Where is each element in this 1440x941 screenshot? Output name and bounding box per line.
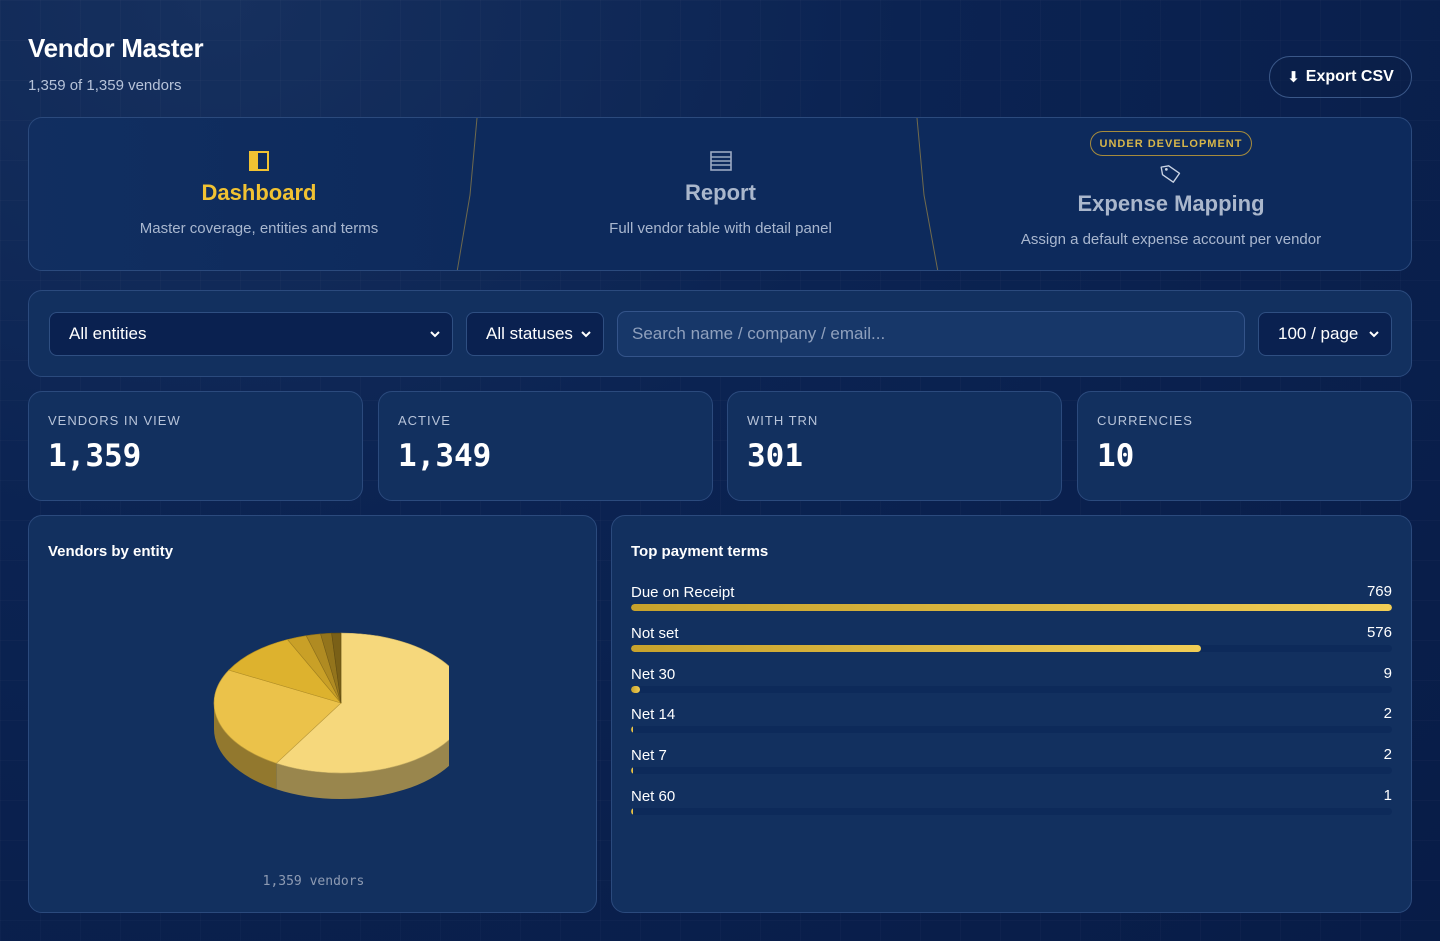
page-size-select[interactable]: 100 / page xyxy=(1258,312,1392,356)
entity-select[interactable]: All entities xyxy=(49,312,453,356)
entity-pie-chart xyxy=(213,632,449,799)
term-bar xyxy=(631,726,633,734)
term-count: 2 xyxy=(1383,705,1392,723)
term-bar-track xyxy=(631,644,1392,652)
stat-with-trn: WITH TRN 301 xyxy=(727,391,1062,501)
term-count: 1 xyxy=(1383,787,1392,804)
term-bar-track xyxy=(631,726,1392,734)
term-count: 9 xyxy=(1383,664,1392,682)
tab-expense-desc: Assign a default expense account per ven… xyxy=(1020,231,1322,248)
view-tabs: Dashboard Master coverage, entities and … xyxy=(28,117,1412,271)
status-select-value: All statuses xyxy=(486,324,573,343)
tab-expense-label: Expense Mapping xyxy=(1077,191,1265,216)
term-row: Net 60 1 xyxy=(631,784,1392,822)
stat-active: ACTIVE 1,349 xyxy=(378,391,713,501)
tab-dashboard-label: Dashboard xyxy=(201,180,317,205)
stat-label: CURRENCIES xyxy=(1097,413,1193,428)
stat-label: ACTIVE xyxy=(398,413,451,428)
under-development-badge: UNDER DEVELOPMENT xyxy=(1089,131,1253,156)
pie-total-caption: 1,359 vendors xyxy=(262,874,365,889)
pie-slice xyxy=(331,632,342,704)
vendor-count-subtitle: 1,359 of 1,359 vendors xyxy=(28,77,182,94)
term-label: Not set xyxy=(631,624,679,642)
pie-slice-side xyxy=(214,703,277,790)
term-bar xyxy=(631,767,633,775)
panel-title: Top payment terms xyxy=(631,543,769,560)
tab-report-desc: Full vendor table with detail panel xyxy=(609,220,832,237)
chevron-down-icon xyxy=(581,331,591,338)
entity-select-value: All entities xyxy=(69,324,147,343)
list-document-icon xyxy=(709,150,732,172)
filter-bar: All entities All statuses Search name / … xyxy=(28,290,1412,377)
vendors-by-entity-panel: Vendors by entity 1,359 vendors xyxy=(28,515,597,913)
term-count: 576 xyxy=(1366,623,1392,641)
term-row: Not set 576 xyxy=(631,621,1392,659)
tab-report-label: Report xyxy=(685,180,756,205)
term-bar-track xyxy=(631,604,1392,611)
term-bar xyxy=(631,644,1201,652)
term-bar xyxy=(631,604,1392,611)
term-label: Net 60 xyxy=(631,788,676,805)
status-select[interactable]: All statuses xyxy=(466,312,604,356)
stat-value: 1,359 xyxy=(48,438,142,474)
stat-vendors-in-view: VENDORS IN VIEW 1,359 xyxy=(28,391,363,501)
search-input[interactable]: Search name / company / email... xyxy=(617,311,1245,357)
page-size-value: 100 / page xyxy=(1278,324,1359,343)
panel-title: Vendors by entity xyxy=(48,543,174,560)
stat-value: 10 xyxy=(1097,438,1135,474)
payment-terms-panel: Top payment terms Due on Receipt 769 Not s… xyxy=(611,515,1412,913)
term-bar-track xyxy=(631,767,1392,775)
term-row: Due on Receipt 769 xyxy=(631,580,1392,618)
term-row: Net 30 9 xyxy=(631,662,1392,700)
pie-slice xyxy=(275,632,449,774)
stat-label: VENDORS IN VIEW xyxy=(48,413,181,428)
chevron-down-icon xyxy=(1369,331,1379,338)
term-row: Net 7 2 xyxy=(631,743,1392,781)
term-bar-track xyxy=(631,685,1392,693)
pie-slice xyxy=(213,669,342,764)
term-bar-track xyxy=(631,808,1392,815)
term-bar xyxy=(631,808,633,815)
stat-value: 1,349 xyxy=(398,438,492,474)
export-csv-button[interactable]: ⬇ Export CSV xyxy=(1269,56,1412,98)
term-label: Net 7 xyxy=(631,747,667,765)
term-bar xyxy=(631,685,640,693)
term-label: Due on Receipt xyxy=(631,584,735,601)
term-count: 2 xyxy=(1383,746,1392,764)
stat-label: WITH TRN xyxy=(747,413,819,428)
chevron-down-icon xyxy=(430,331,440,338)
term-label: Net 30 xyxy=(631,665,676,683)
layout-panel-icon xyxy=(248,150,270,172)
stat-currencies: CURRENCIES 10 xyxy=(1077,391,1412,501)
stat-value: 301 xyxy=(747,438,803,474)
tab-expense-mapping[interactable]: UNDER DEVELOPMENT Expense Mapping Assign… xyxy=(929,118,1411,270)
pie-slice xyxy=(228,639,342,704)
download-arrow-icon: ⬇ xyxy=(1287,69,1300,86)
tab-dashboard[interactable]: Dashboard Master coverage, entities and … xyxy=(29,118,489,270)
export-csv-label: Export CSV xyxy=(1305,68,1394,85)
term-row: Net 14 2 xyxy=(631,702,1392,740)
tab-dashboard-desc: Master coverage, entities and terms xyxy=(139,220,379,237)
page-title: Vendor Master xyxy=(28,33,204,63)
tab-report[interactable]: Report Full vendor table with detail pan… xyxy=(469,118,972,270)
tag-icon xyxy=(1160,163,1182,185)
term-count: 769 xyxy=(1366,583,1392,600)
pie-slice-side xyxy=(276,739,449,799)
search-placeholder: Search name / company / email... xyxy=(632,324,886,343)
term-label: Net 14 xyxy=(631,706,676,724)
